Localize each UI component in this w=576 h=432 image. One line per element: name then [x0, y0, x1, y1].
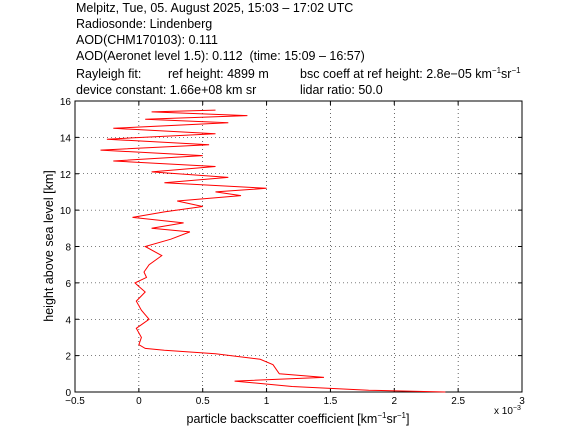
x-axis-label-sup1: −1: [377, 411, 387, 420]
y-tick-label: 16: [60, 97, 72, 108]
y-axis-label: height above sea level [km]: [42, 170, 56, 321]
x-tick-label: 0: [136, 396, 142, 407]
x-tick-labels: −0.5 0 0.5 1 1.5 2 2.5 3: [65, 396, 525, 407]
header-bsc-sup1: −1: [491, 65, 502, 75]
backscatter-profile-line: [100, 109, 446, 393]
axes-frame: [74, 100, 523, 393]
header-ref-height: ref height: 4899 m: [168, 67, 269, 81]
header-device-constant: device constant: 1.66e+08 km sr: [76, 83, 257, 97]
x-exponent-sup: −3: [513, 405, 521, 412]
header-title: Melpitz, Tue, 05. August 2025, 15:03 – 1…: [76, 1, 354, 15]
x-axis-label-text: particle backscatter coefficient [km: [187, 412, 378, 426]
chart-header: Melpitz, Tue, 05. August 2025, 15:03 – 1…: [76, 0, 576, 98]
y-tick-label: 14: [60, 133, 72, 144]
header-aod-aeronet-time: (time: 15:09 – 16:57): [249, 49, 365, 63]
header-aod-aeronet: AOD(Aeronet level 1.5): 0.112 (time: 15:…: [76, 48, 576, 64]
header-aod-chm: AOD(CHM170103): 0.111: [76, 33, 218, 47]
x-exponent-base: x 10: [494, 406, 513, 417]
x-tick-label: 1.5: [323, 396, 337, 407]
x-axis-label-sup2: −1: [397, 411, 407, 420]
x-axis-label-close: ]: [406, 412, 409, 426]
header-bsc-unit: sr: [501, 67, 512, 81]
y-tick-label: 4: [65, 315, 71, 326]
y-tick-label: 8: [65, 243, 71, 254]
x-tick-label: 3: [519, 396, 525, 407]
header-aod-aeronet-value: AOD(Aeronet level 1.5): 0.112: [76, 49, 243, 63]
header-bsc-coeff-text: bsc coeff at ref height: 2.8e−05 km: [300, 67, 492, 81]
header-bsc-coeff: bsc coeff at ref height: 2.8e−05 km−1sr−…: [300, 65, 521, 81]
grid-lines: [75, 101, 522, 392]
header-rayleigh: Rayleigh fit: ref height: 4899 m bsc coeff…: [76, 66, 576, 82]
x-tick-label: 1: [264, 396, 270, 407]
x-tick-label: 0.5: [196, 396, 210, 407]
x-axis-label-unit: sr: [386, 412, 396, 426]
tick-marks: [74, 100, 523, 393]
x-tick-label: 2.5: [451, 396, 465, 407]
x-exponent-label: x 10−3: [494, 405, 521, 417]
y-tick-label: 12: [60, 170, 72, 181]
y-tick-label: 0: [65, 388, 71, 399]
x-tick-label: 2: [392, 396, 398, 407]
header-radiosonde: Radiosonde: Lindenberg: [76, 17, 213, 31]
header-device: device constant: 1.66e+08 km sr lidar rat…: [76, 82, 576, 98]
header-rayleigh-label: Rayleigh fit:: [76, 67, 142, 81]
header-lidar-ratio: lidar ratio: 50.0: [300, 83, 383, 97]
x-axis-label: particle backscatter coefficient [km−1sr…: [187, 411, 410, 426]
y-tick-label: 6: [65, 279, 71, 290]
y-tick-label: 2: [65, 352, 71, 363]
x-tick-label: −0.5: [65, 396, 85, 407]
header-bsc-sup2: −1: [511, 65, 521, 75]
y-tick-label: 10: [60, 206, 72, 217]
y-tick-labels: 0 2 4 6 8 10 12 14 16: [60, 97, 72, 399]
